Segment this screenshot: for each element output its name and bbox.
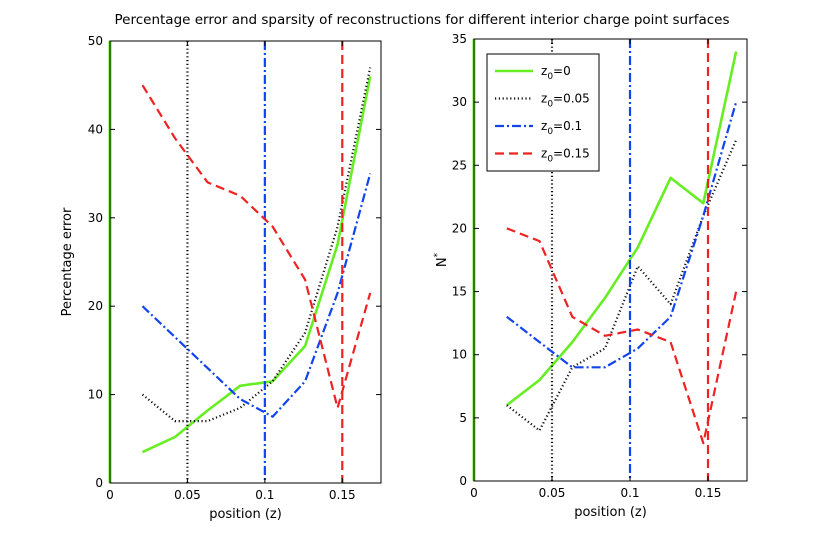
y-tick-label: 0	[95, 476, 103, 490]
legend-label: z0=0.1	[541, 119, 582, 137]
x-tick-label: 0.15	[329, 488, 356, 502]
series-line-z0-0-1	[141, 173, 372, 418]
y-tick-label: 30	[452, 95, 467, 109]
y-axis-label: Percentage error	[60, 207, 75, 316]
y-tick-label: 10	[88, 388, 103, 402]
legend: z0=0 z0=0.05 z0=0.1 z0=0.15	[486, 53, 600, 172]
left-panel: 0 0.05 0.1 0.15 0 10 20 30 40 50 position (z) Perce…	[60, 34, 382, 522]
series-line-z0-0	[141, 76, 372, 454]
legend-label: z0=0.15	[541, 147, 590, 165]
y-tick-label: 20	[88, 299, 103, 313]
y-axis-label: N*	[433, 252, 450, 267]
series-line-z0-0-15	[506, 227, 738, 445]
y-tick-label: 0	[459, 474, 467, 488]
x-axis-label: position (z)	[209, 507, 282, 522]
legend-label: z0=0	[541, 64, 571, 82]
y-tick-label: 30	[88, 211, 103, 225]
x-tick-label: 0.05	[174, 488, 201, 502]
y-tick-label: 35	[452, 32, 467, 46]
right-panel: 0 0.05 0.1 0.15 0 5 10 15 20 25 30 35 position (z) N*…	[433, 32, 748, 520]
series-line-z0-0-05	[141, 67, 372, 423]
x-tick-label: 0.05	[539, 486, 566, 500]
y-tick-label: 10	[452, 348, 467, 362]
series-line-z0-0-15	[141, 84, 372, 409]
y-axis-label-superscript: *	[433, 252, 443, 257]
x-tick-label: 0.15	[695, 486, 722, 500]
y-tick-label: 50	[88, 34, 103, 48]
axes-box	[109, 40, 382, 484]
x-tick-label: 0.1	[620, 486, 639, 500]
y-tick-label: 5	[459, 411, 467, 425]
x-axis-label: position (z)	[574, 505, 647, 520]
y-tick-label: 20	[452, 221, 467, 235]
axes-box	[473, 38, 748, 482]
figure-title: Percentage error and sparsity of reconst…	[115, 12, 730, 28]
series-line-z0-0-05	[506, 139, 738, 432]
y-tick-label: 25	[452, 158, 467, 172]
y-tick-label: 40	[88, 122, 103, 136]
legend-box	[486, 53, 600, 172]
series-line-z0-0	[506, 51, 738, 407]
x-tick-label: 0	[470, 486, 478, 500]
x-tick-label: 0.1	[255, 488, 274, 502]
x-tick-label: 0	[106, 488, 114, 502]
legend-label: z0=0.05	[541, 92, 590, 110]
y-tick-label: 15	[452, 285, 467, 299]
